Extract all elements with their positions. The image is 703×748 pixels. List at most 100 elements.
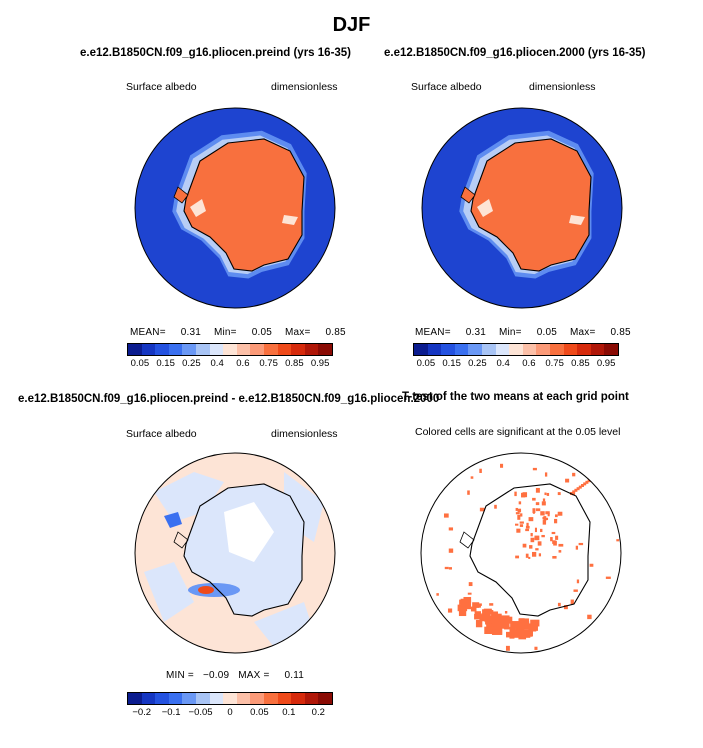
significant-cell: [541, 534, 545, 538]
variable-label: Surface albedo: [126, 428, 197, 440]
significant-cell: [444, 566, 449, 570]
colorbar-tick-label: 0.2: [311, 707, 325, 718]
significant-cell: [578, 485, 582, 489]
significant-cell: [504, 621, 510, 630]
significant-cell: [447, 608, 453, 613]
significant-cell: [520, 513, 523, 517]
panel-title-ttest: T-test of the two means at each grid poi…: [402, 391, 629, 403]
significant-cell: [572, 490, 576, 494]
colorbar-swatch: [182, 693, 196, 704]
significant-cell: [506, 631, 515, 638]
colorbar-swatch: [522, 344, 537, 355]
significant-cell: [528, 623, 537, 632]
significant-cell: [517, 622, 523, 630]
significant-cell: [540, 511, 545, 516]
significant-cell: [494, 617, 502, 624]
colorbar-swatch: [468, 344, 482, 355]
significant-cell: [538, 553, 542, 557]
significant-cell: [519, 524, 524, 527]
significant-cell: [498, 615, 510, 622]
significant-cell: [546, 492, 550, 496]
colorbar-swatch: [454, 344, 469, 355]
significant-cell: [519, 618, 525, 623]
colorbar-swatch: [277, 693, 292, 704]
significant-cell: [443, 513, 449, 518]
significant-cell: [505, 645, 510, 651]
significant-cell: [525, 525, 530, 529]
stats-line-2000: MEAN= 0.31 Min= 0.05 Max= 0.85: [415, 327, 631, 338]
colorbar-swatch: [223, 344, 237, 355]
significant-cell: [587, 479, 591, 483]
significant-cell: [583, 482, 587, 486]
colorbar-tick-label: 0.05: [250, 707, 269, 718]
significant-cell: [448, 548, 454, 553]
colorbar-swatch: [549, 344, 564, 355]
max-label: MAX =: [238, 670, 270, 681]
significant-cell: [598, 471, 602, 475]
significant-cells: [436, 463, 620, 651]
significant-cell: [474, 611, 481, 618]
colorbar-albedo-left: [127, 343, 333, 356]
colorbar-tick-label: 0.6: [522, 358, 536, 369]
colorbar-tick-label: −0.2: [132, 707, 152, 718]
significant-cell: [554, 514, 558, 518]
significant-cell: [570, 599, 574, 605]
colorbar-tick-label: 0.95: [310, 358, 330, 369]
significant-cell: [517, 514, 521, 520]
significant-cell: [515, 512, 520, 515]
colorbar-tick-label: 0.95: [596, 358, 616, 369]
significant-cell: [481, 613, 491, 621]
significant-cell: [530, 619, 540, 627]
significant-cell: [494, 504, 497, 509]
significant-cell: [596, 472, 600, 476]
significant-cell: [506, 616, 513, 624]
stats-line-difference: MIN = −0.09 MAX = 0.11: [166, 670, 304, 681]
significant-cell: [479, 507, 485, 512]
panel-title-difference: e.e12.B1850CN.f09_g16.pliocen.preind - e…: [18, 393, 440, 405]
max-value: 0.85: [610, 327, 631, 338]
colorbar-swatch: [481, 344, 496, 355]
variable-label: Surface albedo: [411, 81, 482, 93]
significant-cell: [545, 511, 550, 515]
colorbar-swatch: [304, 693, 319, 704]
colorbar-swatch: [155, 693, 169, 704]
significant-cell: [510, 622, 518, 628]
significant-cell: [558, 550, 562, 553]
significant-cell: [543, 517, 549, 521]
significant-cell: [467, 592, 472, 595]
significant-cell: [509, 626, 516, 634]
significant-cell: [616, 539, 620, 542]
significant-cell: [572, 492, 576, 496]
mean-value: 0.31: [180, 327, 201, 338]
significant-cell: [542, 498, 546, 502]
significant-cell: [491, 611, 499, 617]
colorbar-swatch: [182, 344, 196, 355]
colorbar-ticks-left: 0.05 0.15 0.25 0.4 0.6 0.75 0.85 0.95: [127, 358, 333, 370]
significant-cell: [534, 527, 537, 533]
colorbar-swatch: [141, 693, 156, 704]
significant-cell: [592, 476, 595, 479]
significant-cell: [479, 468, 482, 473]
significant-cell: [576, 487, 580, 491]
min-label: Min=: [213, 327, 237, 338]
significant-cell: [535, 508, 541, 512]
significant-cell: [516, 626, 524, 631]
colorbar-swatch: [590, 344, 605, 355]
colorbar-swatch: [291, 344, 305, 355]
significant-cell: [553, 540, 557, 546]
colorbar-swatch: [155, 344, 169, 355]
panel-title-2000: e.e12.B1850CN.f09_g16.pliocen.2000 (yrs …: [384, 47, 646, 59]
significant-cell: [491, 629, 503, 635]
significant-cell: [575, 545, 579, 550]
min-label: MIN =: [166, 670, 194, 681]
significant-cell: [574, 488, 578, 492]
significant-cell: [529, 545, 533, 549]
colorbar-swatch: [577, 344, 591, 355]
significant-cell: [557, 492, 561, 496]
significant-cell: [550, 537, 553, 542]
significant-cell: [573, 589, 578, 592]
map-albedo-2000: [421, 107, 623, 309]
significant-cell: [541, 501, 546, 506]
significant-cell: [589, 563, 594, 567]
significant-cell: [463, 596, 472, 603]
